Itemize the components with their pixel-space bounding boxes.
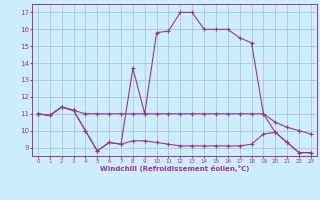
X-axis label: Windchill (Refroidissement éolien,°C): Windchill (Refroidissement éolien,°C) (100, 165, 249, 172)
